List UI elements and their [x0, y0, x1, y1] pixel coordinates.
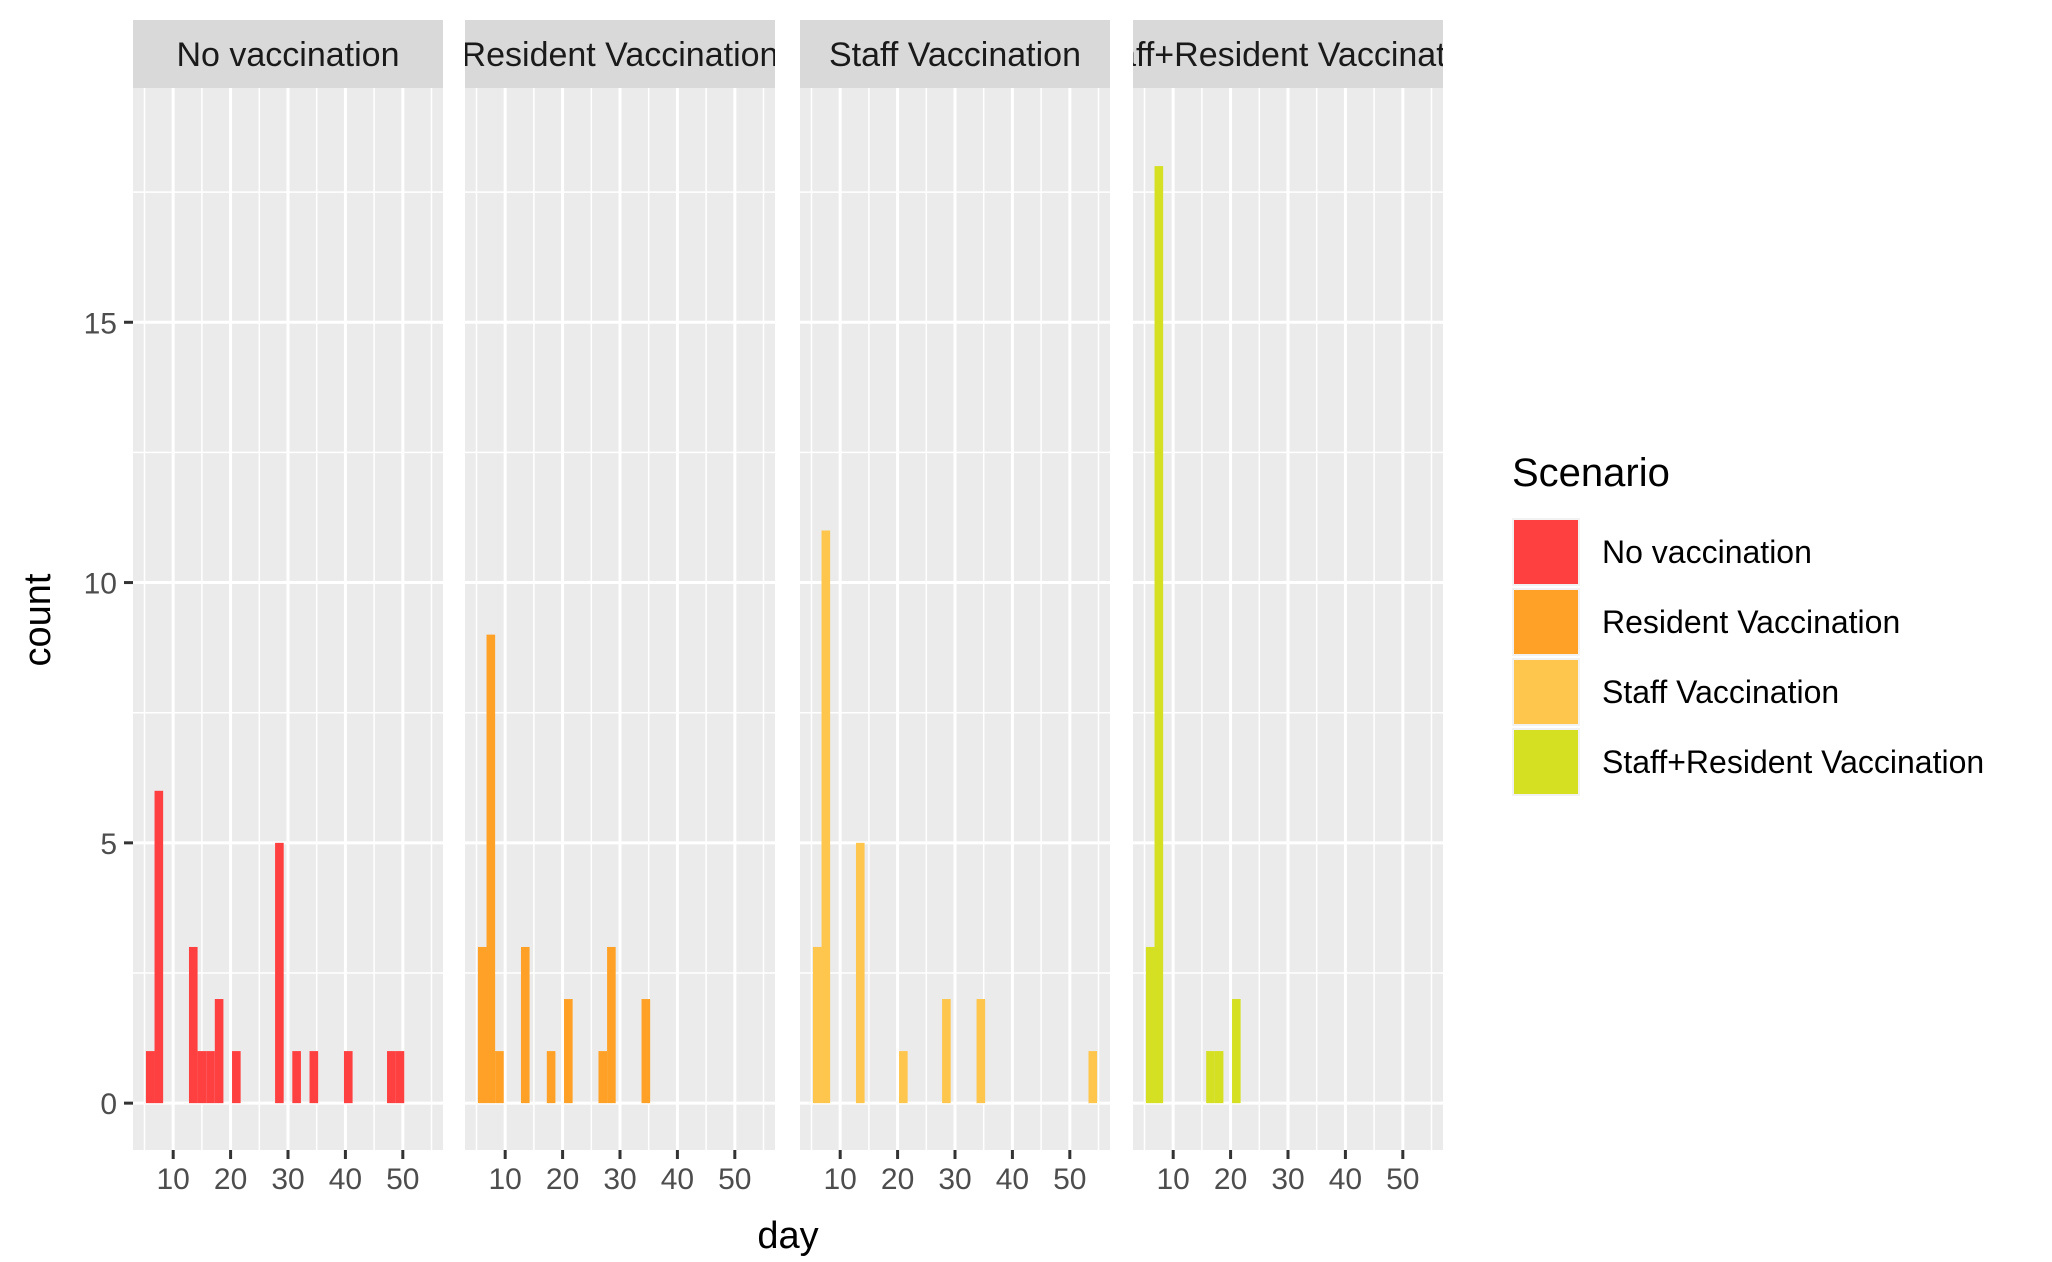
histogram-bar: [564, 999, 573, 1104]
histogram-bar: [309, 1051, 319, 1104]
histogram-bar: [855, 842, 865, 1104]
legend-key-swatch: [1514, 590, 1578, 654]
histogram-bar: [641, 999, 651, 1104]
facet-strip-label: No vaccination: [176, 36, 399, 74]
histogram-bar: [976, 999, 986, 1104]
facet-strip: [800, 20, 1110, 88]
y-tick-label: 15: [84, 307, 117, 340]
histogram-bar: [206, 1051, 215, 1104]
facet-strip-label: Staff Vaccination: [829, 36, 1081, 74]
histogram-bar: [1154, 166, 1164, 1104]
histogram-bar: [520, 946, 530, 1104]
facet-strip: [465, 20, 775, 88]
legend-key-swatch: [1514, 520, 1578, 584]
facet-panel: No vaccination 10 20 30 40 50: [133, 20, 443, 1196]
y-tick-label: 10: [84, 568, 117, 601]
x-tick-label: 30: [271, 1163, 304, 1196]
histogram-bar: [486, 634, 496, 1104]
x-tick-label: 50: [1386, 1163, 1419, 1196]
legend-title: Scenario: [1512, 451, 1670, 495]
x-tick-label: 20: [1214, 1163, 1247, 1196]
x-tick-label: 50: [1053, 1163, 1086, 1196]
histogram-bar: [292, 1051, 301, 1104]
x-tick-label: 20: [546, 1163, 579, 1196]
histogram-bar: [899, 1051, 908, 1104]
histogram-bar: [821, 530, 831, 1104]
x-tick-label: 40: [661, 1163, 694, 1196]
histogram-bar: [1088, 1051, 1098, 1104]
histogram-bar: [395, 1051, 405, 1104]
legend-key-swatch: [1514, 730, 1578, 794]
legend-entry-label: Resident Vaccination: [1602, 604, 1900, 640]
x-tick-label: 10: [156, 1163, 189, 1196]
histogram-bar: [1232, 999, 1241, 1104]
histogram-bar: [812, 946, 822, 1104]
histogram-bar: [942, 999, 951, 1104]
y-axis-title: count: [17, 573, 59, 666]
facet-strip: [133, 20, 443, 88]
legend: Scenario No vaccination Resident Vaccinat…: [1512, 451, 1984, 796]
x-tick-label: 50: [386, 1163, 419, 1196]
facet-strip-label: Staff+Resident Vaccination: [1085, 36, 1491, 74]
histogram-bar: [197, 1051, 207, 1104]
facet-panel: Staff+Resident Vaccination 10 20 30 40 50: [1085, 20, 1491, 1196]
x-tick-label: 20: [214, 1163, 247, 1196]
x-axis-title: day: [757, 1215, 818, 1257]
legend-entry-label: Staff+Resident Vaccination: [1602, 744, 1984, 780]
legend-key-swatch: [1514, 660, 1578, 724]
x-tick-label: 30: [603, 1163, 636, 1196]
legend-entry-label: Staff Vaccination: [1602, 674, 1839, 710]
histogram-bar: [607, 946, 616, 1104]
x-tick-label: 40: [996, 1163, 1029, 1196]
histogram-bar: [1214, 1051, 1224, 1104]
histogram-bar: [1145, 946, 1155, 1104]
y-tick-label: 5: [100, 828, 117, 861]
x-tick-label: 40: [329, 1163, 362, 1196]
histogram-bar: [145, 1051, 155, 1104]
x-tick-label: 30: [1271, 1163, 1304, 1196]
histogram-bar: [546, 1051, 556, 1104]
histogram-bar: [387, 1051, 396, 1104]
facet-strip: [1133, 20, 1443, 88]
histogram-bar: [343, 1051, 353, 1104]
facet-panel: Staff Vaccination 10 20 30 40 50: [800, 20, 1110, 1196]
histogram-bar: [214, 999, 224, 1104]
y-axis: 0 5 10 15: [84, 307, 133, 1121]
histogram-bar: [275, 842, 284, 1104]
histogram-bar: [154, 790, 164, 1104]
y-tick-label: 0: [100, 1088, 117, 1121]
x-tick-label: 20: [881, 1163, 914, 1196]
x-tick-label: 10: [1156, 1163, 1189, 1196]
histogram-bar: [495, 1051, 504, 1104]
histogram-bar: [1206, 1051, 1215, 1104]
x-tick-label: 40: [1329, 1163, 1362, 1196]
facet-strip-label: Resident Vaccination: [462, 36, 779, 74]
histogram-bar: [188, 946, 198, 1104]
legend-entry-label: No vaccination: [1602, 534, 1812, 570]
x-tick-label: 30: [938, 1163, 971, 1196]
histogram-bar: [477, 946, 487, 1104]
x-tick-label: 10: [823, 1163, 856, 1196]
histogram-bar: [598, 1051, 608, 1104]
histogram-bar: [232, 1051, 241, 1104]
x-tick-label: 10: [488, 1163, 521, 1196]
facet-panel: Resident Vaccination 10 20 30 40 50: [462, 20, 779, 1196]
x-tick-label: 50: [718, 1163, 751, 1196]
